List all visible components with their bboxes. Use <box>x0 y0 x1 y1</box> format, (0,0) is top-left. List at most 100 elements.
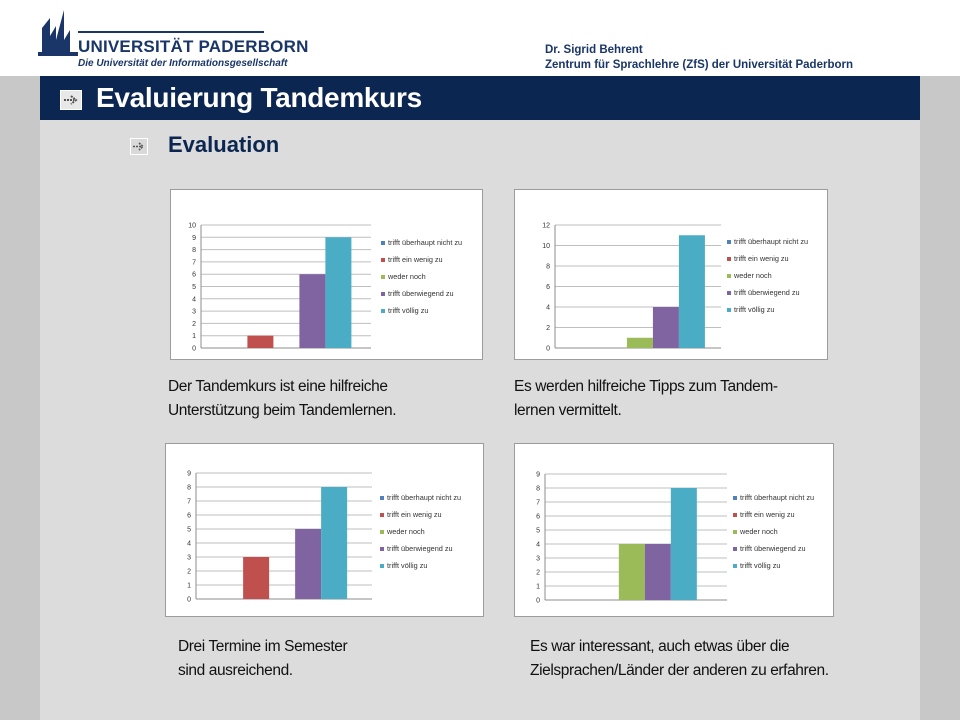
chart-2-caption: Es werden hilfreiche Tipps zum Tandem- l… <box>514 375 778 423</box>
legend-label: weder noch <box>387 272 426 281</box>
y-tick-label: 4 <box>192 296 196 303</box>
logo-tagline: Die Universität der Informationsgesellsc… <box>78 58 288 69</box>
chart-4-svg: 0 1 2 3 4 5 6 7 8 9 trifft überhaupt nicht zu triff… <box>536 472 814 605</box>
legend-swatch <box>733 564 737 568</box>
legend-swatch <box>381 292 385 296</box>
chart-3-svg: 0 1 2 3 4 5 6 7 8 9 trifft überhaupt nicht zu triff… <box>187 471 461 604</box>
y-tick-label: 4 <box>536 542 540 549</box>
legend-swatch <box>727 274 731 278</box>
chart-4-caption-line-1: Es war interessant, auch etwas über die <box>530 638 790 655</box>
arrow-box-icon <box>130 138 148 155</box>
header-background <box>0 0 960 76</box>
y-tick-label: 4 <box>187 541 191 548</box>
right-margin <box>920 120 960 720</box>
university-logo: UNIVERSITÄT PADERBORN Die Universität de… <box>38 6 308 72</box>
chart-1-caption: Der Tandemkurs ist eine hilfreiche Unter… <box>168 375 397 423</box>
y-tick-label: 3 <box>187 555 191 562</box>
y-tick-label: 5 <box>192 284 196 291</box>
y-tick-label: 6 <box>536 514 540 521</box>
y-tick-label: 3 <box>192 309 196 316</box>
legend-label: trifft überhaupt nicht zu <box>388 238 462 247</box>
y-tick-label: 6 <box>192 272 196 279</box>
chart-3-caption-line-2: sind ausreichend. <box>178 662 293 679</box>
y-tick-label: 7 <box>187 499 191 506</box>
chart-4-caption: Es war interessant, auch etwas über die … <box>530 635 829 683</box>
legend-swatch <box>380 513 384 517</box>
bar-3 <box>618 544 645 600</box>
logo-university-name: UNIVERSITÄT PADERBORN <box>78 37 309 56</box>
legend-label: trifft überhaupt nicht zu <box>387 493 461 502</box>
bar-5 <box>670 488 697 600</box>
y-tick-label: 9 <box>187 471 191 478</box>
legend-label: trifft völlig zu <box>388 306 428 315</box>
y-tick-label: 0 <box>192 346 196 353</box>
legend-label: trifft völlig zu <box>740 561 780 570</box>
legend-label: trifft ein wenig zu <box>734 254 789 263</box>
legend-label: trifft überwiegend zu <box>734 288 800 297</box>
legend-label: trifft völlig zu <box>387 561 427 570</box>
legend-swatch <box>733 513 737 517</box>
legend-swatch <box>381 309 385 313</box>
chart-1-svg: 0 1 2 3 4 5 6 7 8 9 10 trifft überhaupt nicht zu tri… <box>188 223 462 353</box>
bar-4 <box>652 307 679 348</box>
legend-swatch <box>380 564 384 568</box>
chart-3: 0 1 2 3 4 5 6 7 8 9 trifft überhaupt nicht zu triff… <box>165 443 484 617</box>
legend-label: trifft überhaupt nicht zu <box>740 493 814 502</box>
logo-rule <box>78 31 264 33</box>
legend-label: trifft überhaupt nicht zu <box>734 237 808 246</box>
legend-label: trifft völlig zu <box>734 305 774 314</box>
chart-3-caption-line-1: Drei Termine im Semester <box>178 638 348 655</box>
bar-4 <box>299 274 326 348</box>
y-tick-label: 12 <box>542 223 550 230</box>
legend-swatch <box>733 530 737 534</box>
legend-swatch <box>381 258 385 262</box>
bar-5 <box>678 235 705 348</box>
bar-4 <box>644 544 671 600</box>
legend-label: weder noch <box>733 271 772 280</box>
author-block: Dr. Sigrid Behrent Zentrum für Sprachleh… <box>545 43 853 73</box>
chart-4-caption-line-2: Zielsprachen/Länder der anderen zu erfah… <box>530 662 829 679</box>
legend-swatch <box>380 530 384 534</box>
y-tick-label: 2 <box>536 570 540 577</box>
legend-label: weder noch <box>739 527 778 536</box>
chart-2: 0 2 4 6 8 10 12 trifft überhaupt nicht zu trifft… <box>514 189 828 360</box>
title-bar <box>40 76 920 120</box>
y-tick-label: 0 <box>546 346 550 353</box>
chart-4: 0 1 2 3 4 5 6 7 8 9 trifft überhaupt nicht zu triff… <box>514 443 834 617</box>
legend-label: trifft überwiegend zu <box>740 544 806 553</box>
y-tick-label: 6 <box>546 284 550 291</box>
bar-4 <box>295 529 322 599</box>
chart-2-caption-line-1: Es werden hilfreiche Tipps zum Tandem- <box>514 378 778 395</box>
y-tick-label: 1 <box>536 584 540 591</box>
legend-label: trifft ein wenig zu <box>740 510 795 519</box>
y-tick-label: 7 <box>192 259 196 266</box>
chart-3-caption: Drei Termine im Semester sind ausreichen… <box>178 635 348 683</box>
legend-label: trifft überwiegend zu <box>387 544 453 553</box>
bar-2 <box>243 557 270 599</box>
y-tick-label: 0 <box>536 598 540 605</box>
slide-subtitle: Evaluation <box>168 132 280 157</box>
y-tick-label: 10 <box>542 243 550 250</box>
university-crest-icon <box>38 10 78 56</box>
y-tick-label: 2 <box>546 325 550 332</box>
arrow-box-icon <box>60 90 82 110</box>
author-name: Dr. Sigrid Behrent <box>545 44 643 56</box>
y-tick-label: 10 <box>188 223 196 230</box>
legend-swatch <box>727 291 731 295</box>
bar-5 <box>321 487 348 599</box>
y-tick-label: 5 <box>187 527 191 534</box>
legend-swatch <box>380 496 384 500</box>
bar-2 <box>247 335 274 348</box>
legend-swatch <box>727 308 731 312</box>
y-tick-label: 4 <box>546 305 550 312</box>
bar-3 <box>626 337 653 348</box>
y-tick-label: 1 <box>192 333 196 340</box>
legend-label: trifft überwiegend zu <box>388 289 454 298</box>
y-tick-label: 8 <box>192 247 196 254</box>
slide-title: Evaluierung Tandemkurs <box>96 82 422 113</box>
author-institution: Zentrum für Sprachlehre (ZfS) der Univer… <box>545 59 854 71</box>
chart-2-svg: 0 2 4 6 8 10 12 trifft überhaupt nicht zu trifft… <box>542 223 808 353</box>
chart-1-caption-line-2: Unterstützung beim Tandemlernen. <box>168 402 397 419</box>
y-tick-label: 8 <box>187 485 191 492</box>
y-tick-label: 1 <box>187 583 191 590</box>
